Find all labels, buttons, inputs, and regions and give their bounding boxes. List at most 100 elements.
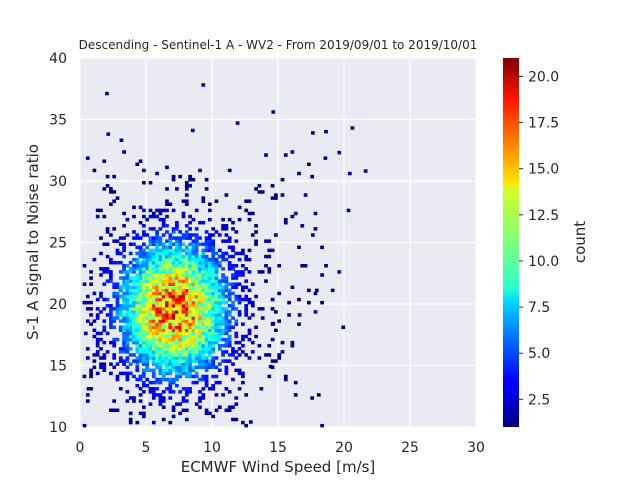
heatmap-cell xyxy=(194,257,199,262)
heatmap-cell xyxy=(168,328,173,333)
heatmap-cell xyxy=(125,273,130,277)
heatmap-cell xyxy=(158,270,163,274)
heatmap-cell xyxy=(184,374,189,379)
heatmap-cell xyxy=(171,313,176,317)
heatmap-cell xyxy=(165,340,169,345)
heatmap-cell xyxy=(217,313,222,317)
heatmap-cell xyxy=(102,365,107,369)
heatmap-cell xyxy=(208,267,212,271)
heatmap-cell xyxy=(115,310,120,314)
heatmap-cell xyxy=(241,297,245,302)
heatmap-cell xyxy=(122,254,126,259)
heatmap-cell xyxy=(181,248,186,253)
heatmap-cell xyxy=(155,282,159,286)
heatmap-cell xyxy=(227,217,232,222)
heatmap-cell xyxy=(132,285,136,290)
heatmap-cell xyxy=(208,236,212,240)
heatmap-cell xyxy=(204,325,209,329)
heatmap-cell xyxy=(168,236,173,240)
heatmap-cell xyxy=(234,307,239,311)
heatmap-cell xyxy=(145,307,150,311)
heatmap-cell xyxy=(188,248,192,253)
heatmap-cell xyxy=(171,316,176,320)
heatmap-cell xyxy=(128,411,133,416)
heatmap-cell xyxy=(184,251,189,256)
y-tick-label: 25 xyxy=(49,236,67,252)
heatmap-cell xyxy=(188,273,192,277)
heatmap-cell xyxy=(341,325,346,329)
heatmap-cell xyxy=(165,307,169,311)
heatmap-cell xyxy=(112,316,117,320)
heatmap-cell xyxy=(168,368,173,373)
heatmap-cell xyxy=(274,193,278,197)
heatmap-cell xyxy=(257,307,262,311)
heatmap-cell xyxy=(224,325,229,329)
heatmap-cell xyxy=(188,316,192,320)
heatmap-cell xyxy=(184,304,189,308)
heatmap-cell xyxy=(165,239,169,243)
heatmap-cell xyxy=(109,325,113,329)
heatmap-cell xyxy=(194,316,199,320)
heatmap-cell xyxy=(151,393,156,397)
heatmap-cell xyxy=(168,377,173,382)
heatmap-cell xyxy=(181,371,186,376)
heatmap-cell xyxy=(132,319,136,323)
heatmap-cell xyxy=(165,187,169,191)
heatmap-cell xyxy=(227,337,232,342)
heatmap-cell xyxy=(224,300,229,305)
heatmap-cell xyxy=(244,307,249,311)
heatmap-cell xyxy=(158,307,163,311)
y-axis-label: S-1 A Signal to Noise ratio xyxy=(24,144,42,340)
heatmap-cell xyxy=(201,377,206,382)
heatmap-cell xyxy=(211,245,216,250)
heatmap-cell xyxy=(125,340,130,345)
heatmap-cell xyxy=(128,362,133,366)
heatmap-cell xyxy=(125,279,130,283)
heatmap-cell xyxy=(237,300,242,305)
heatmap-cell xyxy=(148,387,153,391)
heatmap-cell xyxy=(105,350,110,354)
heatmap-cell xyxy=(217,368,222,373)
heatmap-cell xyxy=(82,264,87,268)
heatmap-cell xyxy=(204,343,209,348)
heatmap-cell xyxy=(168,362,173,366)
heatmap-cell xyxy=(178,337,183,342)
heatmap-cell xyxy=(95,340,100,345)
heatmap-cell xyxy=(277,291,282,296)
heatmap-cell xyxy=(125,291,130,296)
heatmap-cell xyxy=(237,217,242,222)
heatmap-cell xyxy=(224,322,229,326)
heatmap-cell xyxy=(158,325,163,329)
heatmap-cell xyxy=(135,236,140,240)
heatmap-cell xyxy=(181,264,186,268)
heatmap-cell xyxy=(201,273,206,277)
heatmap-cell xyxy=(151,270,156,274)
heatmap-cell xyxy=(148,254,153,259)
heatmap-cell xyxy=(191,267,196,271)
heatmap-cell xyxy=(175,383,179,388)
heatmap-cell xyxy=(227,282,232,286)
heatmap-cell xyxy=(138,291,143,296)
heatmap-cell xyxy=(194,319,199,323)
heatmap-cell xyxy=(204,270,209,274)
heatmap-cell xyxy=(145,350,150,354)
heatmap-cell xyxy=(201,220,206,225)
heatmap-cell xyxy=(211,340,216,345)
heatmap-cell xyxy=(151,322,156,326)
heatmap-cell xyxy=(165,202,169,206)
heatmap-cell xyxy=(165,248,169,253)
heatmap-cell xyxy=(311,131,315,135)
heatmap-cell xyxy=(122,371,126,376)
heatmap-cell xyxy=(208,310,212,314)
heatmap-cell xyxy=(161,362,166,366)
heatmap-cell xyxy=(198,353,202,357)
heatmap-cell xyxy=(138,310,143,314)
heatmap-cell xyxy=(198,260,202,265)
heatmap-cell xyxy=(198,291,202,296)
heatmap-cell xyxy=(175,353,179,357)
heatmap-cell xyxy=(208,297,212,302)
heatmap-cell xyxy=(165,316,169,320)
heatmap-cell xyxy=(158,248,163,253)
heatmap-cell xyxy=(161,307,166,311)
heatmap-cell xyxy=(115,362,120,366)
